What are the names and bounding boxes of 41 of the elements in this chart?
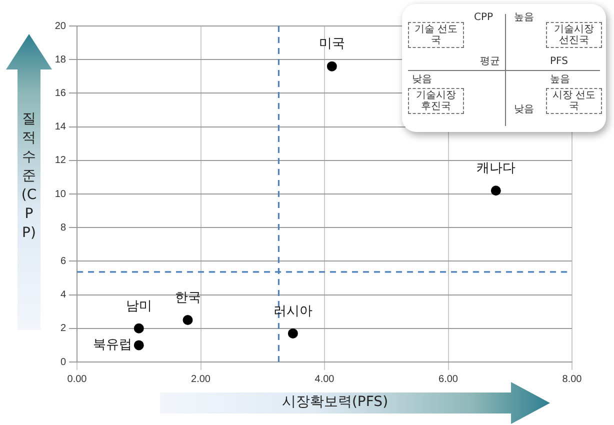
annotation: 러시아 [273, 304, 312, 319]
x-tick-label: 8.00 [562, 374, 582, 385]
point [490, 186, 501, 196]
annotation: 남미 [126, 298, 152, 314]
point [326, 61, 337, 72]
annotation: 낮음 [412, 74, 432, 85]
annotation: 낮음 [514, 104, 534, 115]
x-tick-label: 6.00 [438, 374, 458, 385]
text: CPP [474, 12, 494, 23]
y-tick-label: 2 [60, 323, 66, 334]
x-tick-label: 4.00 [314, 374, 335, 385]
annotation: 북유럽 [92, 338, 132, 353]
annotation: 기술시장 후진국 [408, 88, 464, 114]
point [134, 323, 144, 334]
annotation: 기술 선도국 [408, 22, 464, 48]
annotation: 시장 선도국 [546, 88, 602, 114]
annotation: 한국 [174, 290, 201, 306]
x-axis-title: 시장확보력(PFS) [280, 393, 390, 411]
y-tick-label: 20 [54, 20, 66, 32]
y-tick-label: 18 [54, 54, 66, 66]
annotation: 평균 [480, 56, 500, 67]
point [134, 340, 144, 350]
y-tick-label: 16 [54, 88, 66, 99]
y-axis-title: 질적수준(CPP) [20, 110, 38, 243]
annotation: PFS [550, 56, 568, 67]
y-tick-label: 12 [54, 155, 66, 166]
point [182, 315, 193, 325]
annotation: 캐나다 [476, 161, 516, 176]
annotation: 높음 [550, 74, 570, 85]
point [288, 328, 298, 338]
annotation: 미국 [318, 36, 345, 52]
x-tick-label: 2.00 [191, 374, 211, 385]
text: 높음 [514, 12, 534, 23]
y-tick-label: 4 [60, 290, 66, 301]
y-tick-label: 10 [54, 188, 66, 200]
y-tick-label: 6 [60, 256, 66, 267]
y-tick-label: 8 [60, 222, 66, 234]
x-tick-label: 0.00 [67, 374, 88, 385]
y-tick-label: 14 [54, 122, 66, 133]
annotation: 기술시장 선진국 [546, 22, 602, 48]
y-tick-label: 0 [60, 356, 66, 368]
